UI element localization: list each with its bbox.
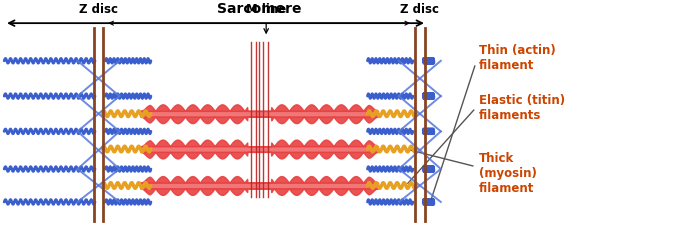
Text: Z disc: Z disc xyxy=(400,3,440,16)
Text: Elastic (titin)
filaments: Elastic (titin) filaments xyxy=(480,94,566,122)
Text: Thick
(myosin)
filament: Thick (myosin) filament xyxy=(480,152,537,195)
Text: Z disc: Z disc xyxy=(79,3,118,16)
Text: Thin (actin)
filament: Thin (actin) filament xyxy=(480,44,556,73)
Text: M line: M line xyxy=(246,3,286,16)
Text: Sarcomere: Sarcomere xyxy=(217,2,302,16)
